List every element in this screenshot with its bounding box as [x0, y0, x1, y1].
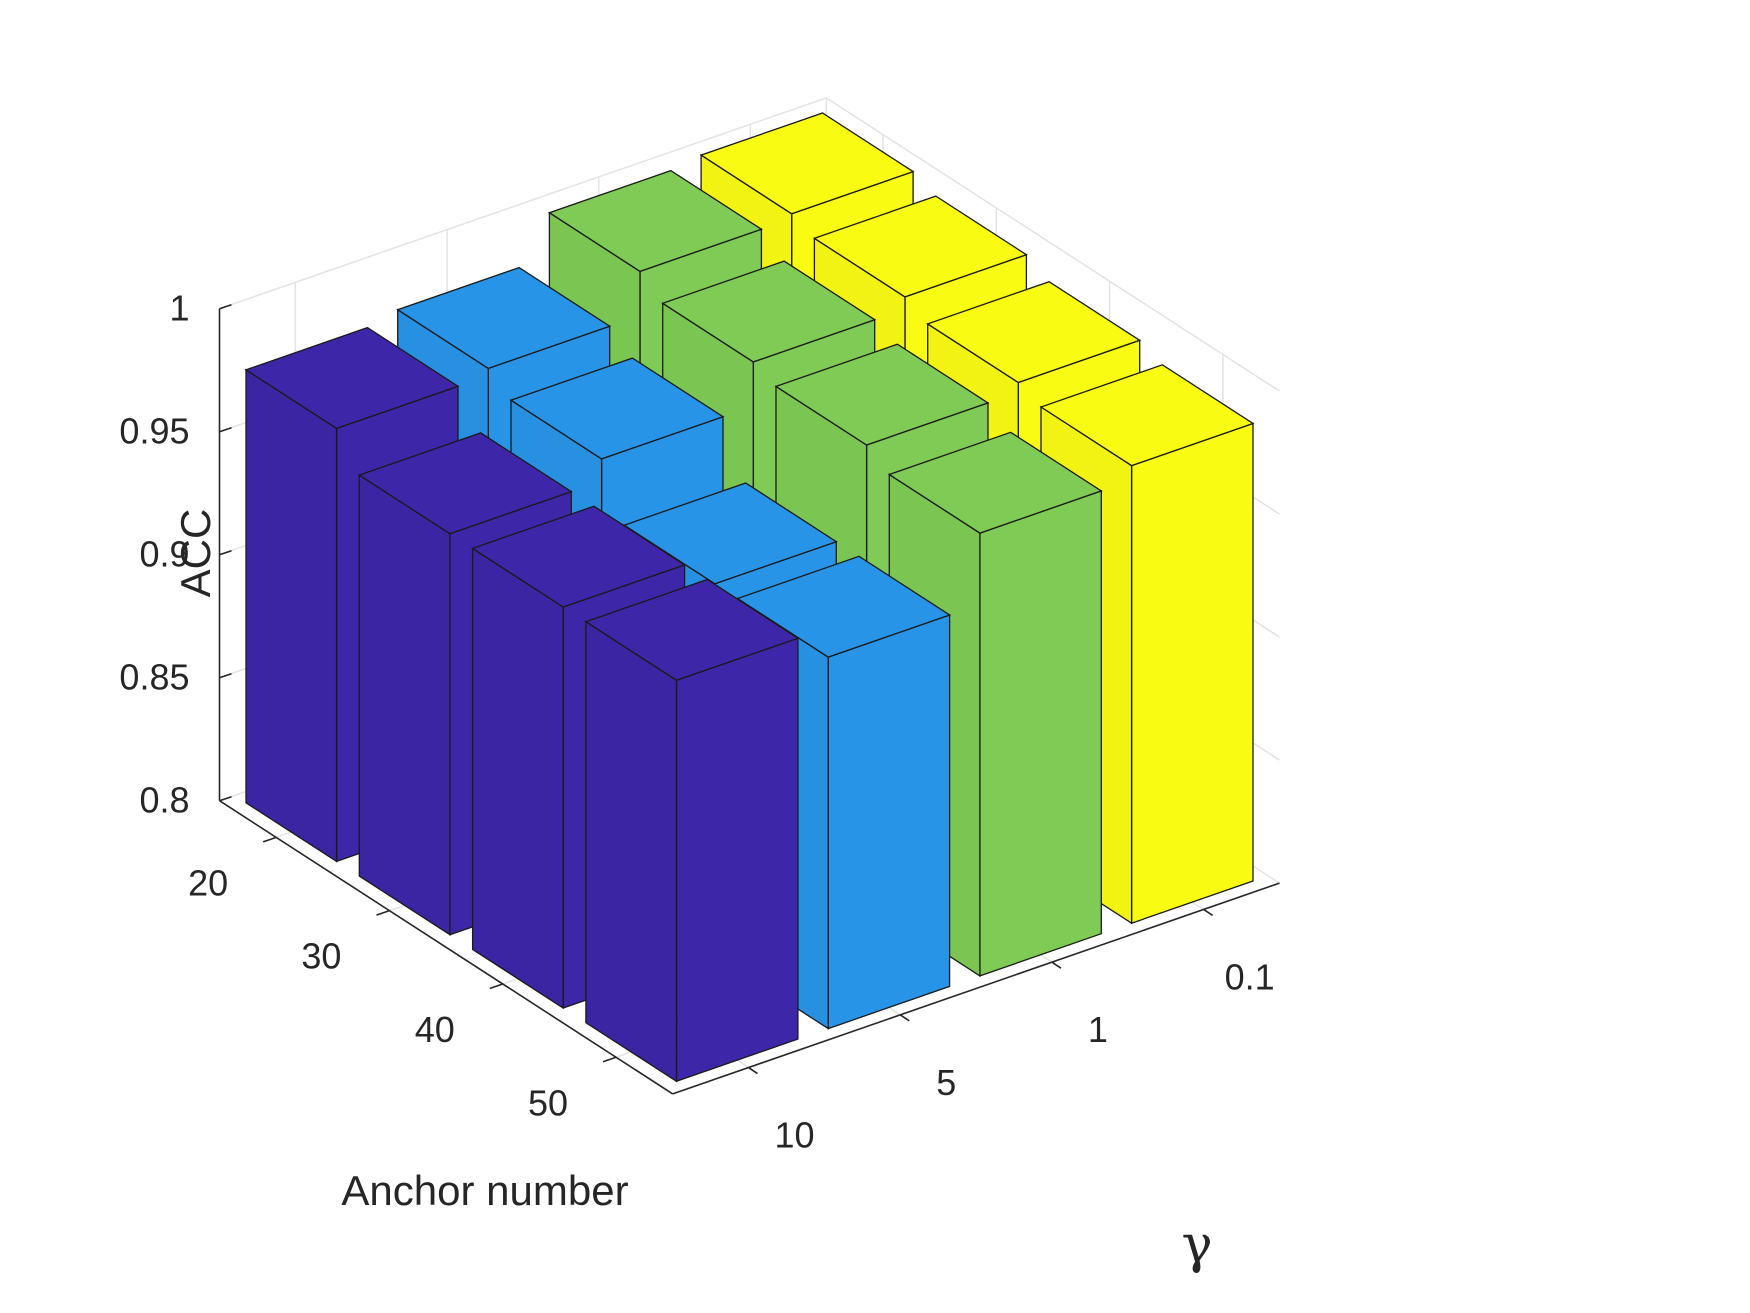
- bar-top-face: [812, 195, 1028, 298]
- bars: [244, 112, 1255, 1083]
- gamma-axis-title: γ: [1181, 1215, 1212, 1275]
- gamma-tick: [899, 1014, 910, 1022]
- gamma-tick: [1203, 908, 1214, 917]
- anchor-axis-title: Anchor number: [341, 1167, 628, 1214]
- bar-top-face: [244, 326, 460, 430]
- bar-top-face: [699, 112, 915, 215]
- bar-top-face: [887, 431, 1103, 534]
- bar-top-face: [396, 266, 612, 370]
- z-tick: [219, 426, 232, 433]
- z-tick: [219, 549, 232, 556]
- anchor-tick-label: 40: [415, 1009, 455, 1050]
- anchor-tick: [489, 983, 504, 990]
- bar-top-face: [509, 357, 725, 460]
- bar-front-face: [1130, 422, 1254, 925]
- anchor-tick-label: 20: [188, 862, 228, 903]
- bar-front-face: [979, 489, 1102, 977]
- bar-side-face: [358, 473, 451, 936]
- gamma-tick: [1051, 961, 1062, 969]
- z-tick-label: 1: [169, 288, 189, 329]
- bar-top-face: [584, 578, 800, 682]
- z-tick: [219, 672, 232, 679]
- bar-top-face: [926, 280, 1142, 384]
- bar-side-face: [471, 547, 564, 1010]
- bar-side-face: [245, 368, 338, 863]
- bar-50-10: [584, 578, 800, 1083]
- anchor-tick: [376, 909, 390, 916]
- gamma-axis-line: [672, 882, 1280, 1095]
- bar-top-face: [661, 260, 877, 363]
- anchor-tick-label: 30: [301, 936, 341, 977]
- bar-top-face: [471, 505, 687, 608]
- gamma-tick-label: 10: [775, 1115, 815, 1156]
- z-tick: [219, 795, 232, 802]
- bar-top-face: [774, 343, 990, 446]
- bar-front-face: [827, 614, 951, 1030]
- z-tick-label: 0.8: [139, 780, 189, 821]
- axis-labels: 0.8 0.85 0.9 0.95 1 20 30 40 50 10 5 1 0.1 ACC Anchor …: [119, 288, 1274, 1275]
- anchor-tick-label: 50: [528, 1082, 568, 1123]
- gamma-tick: [748, 1066, 758, 1075]
- anchor-tick: [262, 836, 277, 843]
- bar-front-face: [675, 637, 799, 1083]
- z-tick-label: 0.95: [119, 411, 189, 452]
- bar-side-face: [585, 620, 678, 1083]
- bar-top-face: [1039, 364, 1255, 467]
- z-tick-label: 0.9: [139, 534, 189, 575]
- bar-top-face: [357, 432, 573, 535]
- gamma-tick-label: 5: [936, 1062, 956, 1103]
- anchor-tick: [602, 1056, 617, 1063]
- z-axis-title: ACC: [172, 509, 219, 598]
- anchor-axis-line: [219, 800, 674, 1095]
- gamma-tick-label: 1: [1088, 1009, 1108, 1050]
- z-tick-label: 0.85: [119, 657, 189, 698]
- axes: [218, 303, 1280, 1095]
- z-tick: [219, 303, 232, 310]
- gamma-tick-label: 0.1: [1225, 956, 1275, 997]
- bar-top-face: [547, 169, 763, 273]
